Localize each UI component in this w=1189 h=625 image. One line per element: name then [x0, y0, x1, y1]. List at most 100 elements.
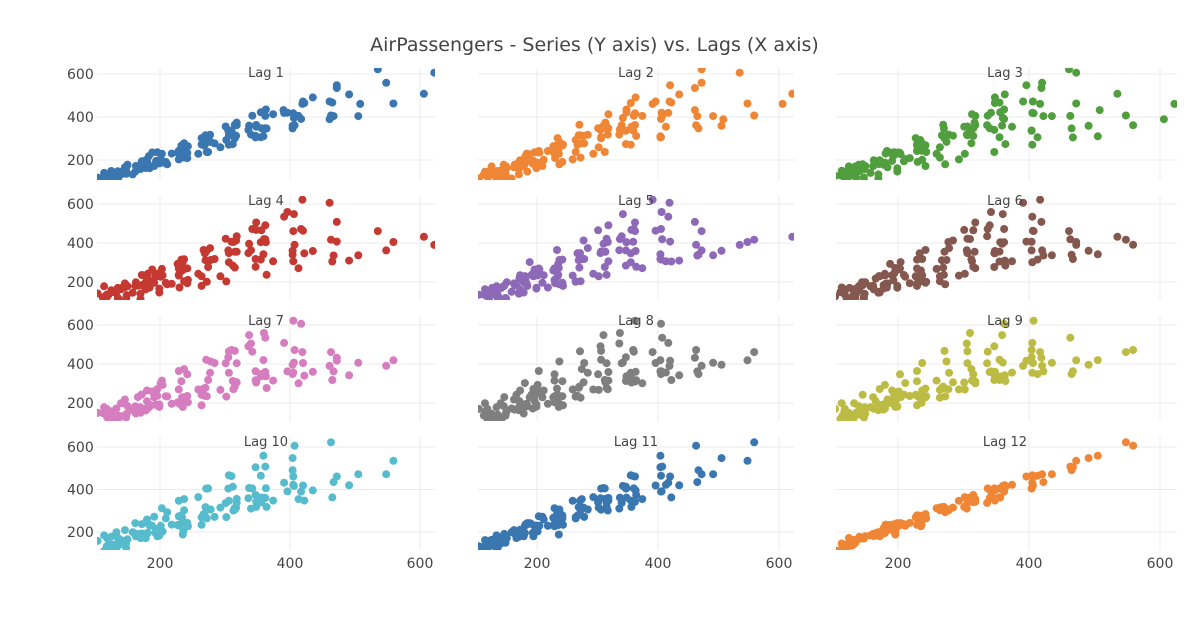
data-point[interactable]: [631, 367, 640, 376]
data-point[interactable]: [638, 495, 647, 504]
data-point[interactable]: [944, 385, 953, 394]
data-point[interactable]: [709, 251, 718, 260]
data-point[interactable]: [657, 114, 665, 123]
data-point[interactable]: [224, 140, 233, 149]
data-point[interactable]: [251, 463, 260, 472]
data-point[interactable]: [131, 402, 140, 411]
data-point[interactable]: [960, 378, 969, 387]
data-point[interactable]: [354, 358, 363, 367]
data-point[interactable]: [1022, 81, 1031, 90]
data-point[interactable]: [210, 139, 219, 148]
data-point[interactable]: [1028, 478, 1037, 487]
data-point[interactable]: [622, 238, 631, 247]
data-point[interactable]: [568, 496, 577, 505]
data-point[interactable]: [520, 379, 529, 388]
data-point[interactable]: [210, 359, 219, 367]
data-point[interactable]: [262, 502, 271, 511]
data-point[interactable]: [1028, 212, 1037, 221]
data-point[interactable]: [550, 148, 559, 157]
data-point[interactable]: [657, 367, 666, 376]
data-point[interactable]: [227, 126, 236, 135]
data-point[interactable]: [222, 277, 231, 286]
data-point[interactable]: [289, 109, 298, 118]
data-point[interactable]: [163, 392, 172, 401]
data-point[interactable]: [143, 271, 151, 280]
data-point[interactable]: [216, 385, 225, 394]
data-point[interactable]: [382, 361, 391, 370]
data-point[interactable]: [345, 256, 354, 265]
data-point[interactable]: [494, 292, 503, 300]
data-point[interactable]: [913, 401, 921, 410]
data-point[interactable]: [345, 90, 354, 99]
data-point[interactable]: [911, 272, 920, 281]
data-point[interactable]: [913, 520, 921, 529]
data-point[interactable]: [896, 258, 905, 267]
data-point[interactable]: [995, 98, 1004, 107]
data-point[interactable]: [743, 99, 752, 108]
data-point[interactable]: [966, 235, 974, 244]
data-point[interactable]: [183, 520, 192, 529]
data-point[interactable]: [1072, 68, 1081, 77]
data-point[interactable]: [962, 504, 971, 513]
data-point[interactable]: [576, 131, 584, 140]
data-point[interactable]: [150, 278, 159, 287]
data-point[interactable]: [568, 385, 577, 394]
data-point[interactable]: [1008, 257, 1016, 266]
data-point[interactable]: [1039, 478, 1048, 487]
data-point[interactable]: [1084, 121, 1093, 130]
data-point[interactable]: [735, 240, 744, 249]
data-point[interactable]: [122, 409, 131, 418]
data-point[interactable]: [651, 359, 660, 367]
data-point[interactable]: [224, 258, 233, 267]
data-point[interactable]: [150, 512, 159, 521]
data-point[interactable]: [158, 271, 167, 280]
data-point[interactable]: [120, 395, 129, 404]
data-point[interactable]: [550, 520, 559, 529]
data-point[interactable]: [143, 515, 151, 524]
data-point[interactable]: [174, 264, 183, 273]
data-point[interactable]: [838, 412, 847, 421]
data-point[interactable]: [332, 353, 341, 362]
data-point[interactable]: [1121, 348, 1130, 357]
data-point[interactable]: [332, 217, 341, 226]
data-point[interactable]: [866, 168, 875, 177]
data-point[interactable]: [325, 198, 334, 207]
data-point[interactable]: [289, 358, 298, 367]
data-point[interactable]: [860, 289, 869, 298]
data-point[interactable]: [573, 511, 582, 520]
data-point[interactable]: [534, 264, 543, 273]
data-point[interactable]: [308, 247, 317, 255]
data-point[interactable]: [475, 542, 483, 550]
data-point[interactable]: [1068, 367, 1077, 376]
data-point[interactable]: [985, 124, 994, 133]
data-point[interactable]: [719, 115, 728, 124]
data-point[interactable]: [580, 359, 589, 367]
data-point[interactable]: [481, 407, 490, 416]
data-point[interactable]: [604, 494, 613, 502]
data-point[interactable]: [279, 106, 288, 115]
data-point[interactable]: [880, 527, 889, 536]
data-point[interactable]: [845, 415, 854, 424]
data-point[interactable]: [942, 256, 951, 264]
data-point[interactable]: [594, 370, 603, 379]
data-point[interactable]: [261, 235, 270, 244]
data-point[interactable]: [939, 263, 948, 272]
data-point[interactable]: [1000, 319, 1009, 328]
data-point[interactable]: [206, 505, 215, 514]
data-point[interactable]: [507, 174, 516, 183]
data-point[interactable]: [901, 272, 910, 281]
data-point[interactable]: [94, 173, 102, 182]
data-point[interactable]: [602, 270, 611, 279]
data-point[interactable]: [896, 393, 905, 402]
data-point[interactable]: [297, 114, 306, 123]
data-point[interactable]: [553, 272, 562, 281]
data-point[interactable]: [143, 155, 151, 164]
data-point[interactable]: [290, 121, 299, 130]
data-point[interactable]: [173, 521, 182, 529]
data-point[interactable]: [232, 232, 241, 241]
data-point[interactable]: [638, 264, 647, 273]
data-point[interactable]: [661, 122, 670, 131]
data-point[interactable]: [1170, 99, 1178, 108]
data-point[interactable]: [178, 393, 187, 402]
data-point[interactable]: [954, 155, 963, 164]
